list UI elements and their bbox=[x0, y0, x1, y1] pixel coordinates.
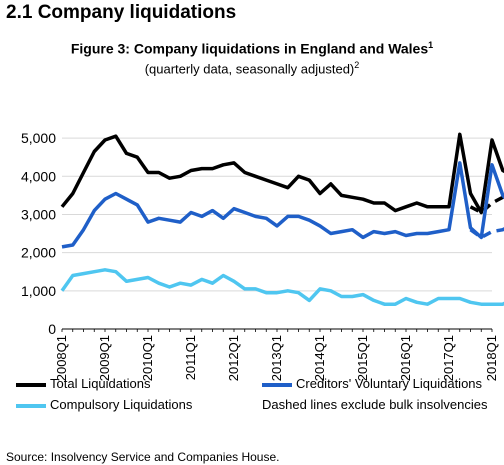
figure-title: Figure 3: Company liquidations in Englan… bbox=[0, 40, 504, 57]
figure-subtitle: (quarterly data, seasonally adjusted)2 bbox=[0, 60, 504, 76]
series-line-compulsory bbox=[60, 268, 504, 306]
legend-cvl-swatch bbox=[262, 382, 292, 387]
x-tick-label: 2010Q1 bbox=[140, 335, 155, 381]
y-tick-label: 2,000 bbox=[21, 245, 56, 261]
x-tick-label: 2014Q1 bbox=[312, 335, 327, 381]
legend-total-label: Total Liquidations bbox=[50, 376, 151, 391]
section-heading: 2.1 Company liquidations bbox=[6, 2, 237, 23]
x-tick-label: 2008Q1 bbox=[54, 335, 69, 381]
legend-compulsory: Compulsory Liquidations bbox=[16, 397, 192, 412]
y-tick-label: 1,000 bbox=[21, 283, 56, 299]
source-note: Source: Insolvency Service and Companies… bbox=[6, 450, 280, 464]
x-tick-label: 2015Q1 bbox=[355, 335, 370, 381]
legend-total-swatch bbox=[16, 382, 46, 387]
series-line-cvl bbox=[61, 161, 504, 249]
y-tick-label: 5,000 bbox=[21, 130, 56, 146]
series-line-total bbox=[60, 132, 504, 215]
legend-total: Total Liquidations bbox=[16, 376, 150, 391]
x-tick-label: 2017Q1 bbox=[441, 335, 456, 381]
legend-cvl: Creditors' Voluntary Liquidations bbox=[262, 376, 482, 391]
series-dashed-line-total bbox=[469, 194, 504, 215]
legend-compulsory-label: Compulsory Liquidations bbox=[50, 397, 193, 412]
figure-subtitle-footnote: 2 bbox=[354, 60, 360, 70]
x-tick-label: 2016Q1 bbox=[398, 335, 413, 381]
series-dashed-line-cvl bbox=[469, 227, 504, 240]
y-tick-label: 3,000 bbox=[21, 206, 56, 222]
x-tick-label: 2013Q1 bbox=[269, 335, 284, 381]
figure-title-footnote: 1 bbox=[428, 40, 434, 50]
x-tick-label: 2018Q1 bbox=[484, 335, 499, 381]
y-tick-label: 4,000 bbox=[21, 168, 56, 184]
dashed-lines-note: Dashed lines exclude bulk insolvencies bbox=[262, 397, 488, 412]
figure-title-text: Figure 3: Company liquidations in Englan… bbox=[70, 40, 429, 57]
x-tick-label: 2011Q1 bbox=[183, 335, 198, 380]
figure-subtitle-text: (quarterly data, seasonally adjusted) bbox=[144, 61, 355, 77]
x-tick-label: 2009Q1 bbox=[97, 335, 112, 381]
legend-cvl-label: Creditors' Voluntary Liquidations bbox=[296, 376, 483, 391]
legend-compulsory-swatch bbox=[16, 403, 46, 408]
liquidations-line-chart: 0 1,000 2,000 3,000 4,000 5,000 2008Q1 2009Q1 20… bbox=[21, 130, 504, 381]
x-tick-label: 2012Q1 bbox=[226, 335, 241, 381]
y-tick-label: 0 bbox=[48, 321, 56, 337]
